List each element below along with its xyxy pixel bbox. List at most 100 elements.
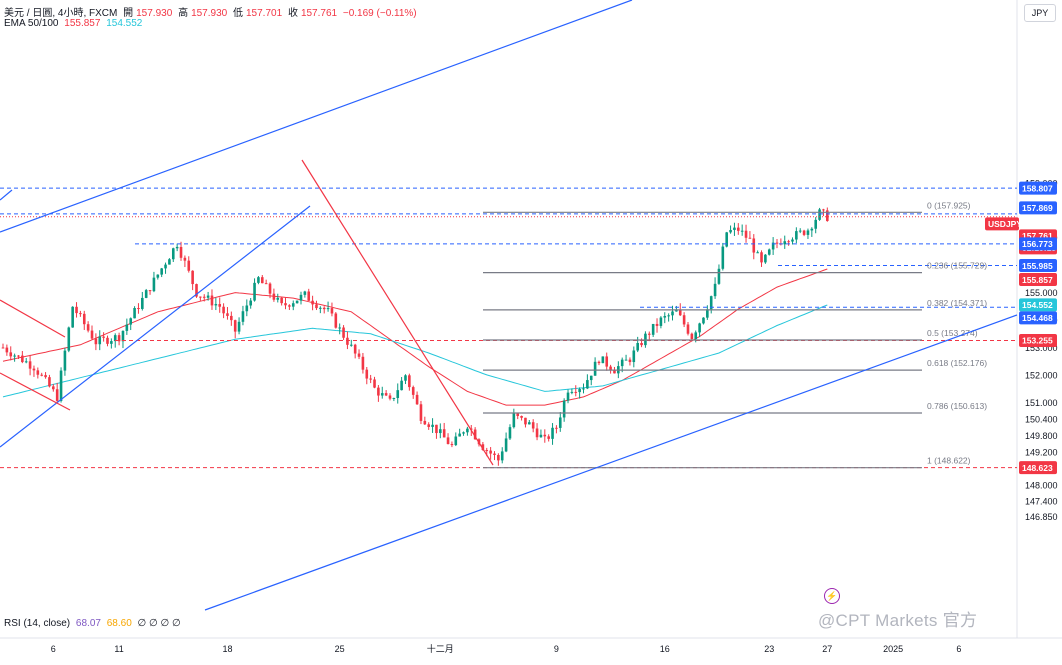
fib-level-label: 1 (148.622) <box>927 456 971 466</box>
candle-body <box>264 283 268 285</box>
candle-body <box>500 451 504 461</box>
candle-body <box>253 282 256 301</box>
candle-body <box>63 350 67 371</box>
candle-body <box>442 429 446 438</box>
candle-body <box>555 427 558 429</box>
candle-body <box>206 295 210 298</box>
candle-body <box>516 413 520 416</box>
ema-legend[interactable]: EMA 50/100 155.857 154.552 <box>4 18 145 29</box>
symbol-line[interactable]: 美元 / 日圓, 4小時, FXCM <box>4 8 118 19</box>
rsi-legend[interactable]: RSI (14, close) 68.07 68.60 ∅ ∅ ∅ ∅ <box>4 618 184 629</box>
price-tag-box[interactable] <box>1019 237 1057 251</box>
candle-body <box>694 332 698 339</box>
price-tag-box[interactable] <box>1019 273 1057 287</box>
candle-body <box>822 209 825 211</box>
candle-body <box>427 424 430 427</box>
time-tick-label: 十二月 <box>427 643 454 654</box>
candle-body <box>284 303 287 306</box>
candle-body <box>400 380 403 391</box>
price-tag-box[interactable] <box>1019 259 1057 273</box>
candle-body <box>90 330 94 339</box>
price-tag-label: 154.468 <box>1022 313 1053 323</box>
time-tick-label: 25 <box>335 644 345 654</box>
candle-body <box>75 306 78 314</box>
candle-body <box>826 210 829 221</box>
candle-body <box>504 438 508 452</box>
candle-body <box>454 436 458 446</box>
time-tick-label: 11 <box>114 644 123 654</box>
candle-body <box>818 209 821 220</box>
candle-body <box>528 422 531 425</box>
ema50-value: 155.857 <box>64 18 101 29</box>
candle-body <box>276 297 280 300</box>
candle-body <box>299 294 303 301</box>
currency-button[interactable]: JPY <box>1024 4 1056 22</box>
candle-body <box>133 308 136 319</box>
price-tag-label: 154.552 <box>1022 300 1053 310</box>
price-tag-box[interactable] <box>1019 181 1057 195</box>
candle-body <box>268 283 272 294</box>
candle-body <box>481 444 485 451</box>
price-tag-box[interactable] <box>985 217 1019 231</box>
time-tick-label: 27 <box>822 644 832 654</box>
candle-body <box>791 239 794 242</box>
candle-body <box>524 417 527 425</box>
candle-body <box>129 318 133 325</box>
candle-body <box>562 400 566 418</box>
candle-body <box>462 432 465 434</box>
candle-body <box>473 429 477 440</box>
price-tag-box[interactable] <box>1019 298 1057 312</box>
candle-body <box>682 315 686 325</box>
candle-body <box>353 344 357 354</box>
candle-body <box>384 393 388 396</box>
ema100-value: 154.552 <box>106 18 143 29</box>
lightning-icon[interactable]: ⚡ <box>824 588 840 604</box>
candle-body <box>44 375 47 378</box>
candle-body <box>5 347 9 353</box>
price-tick-label: 155.000 <box>1025 288 1058 298</box>
candle-body <box>783 241 787 245</box>
candle-body <box>771 242 775 250</box>
candle-body <box>582 388 585 390</box>
candle-body <box>601 356 605 364</box>
candle-body <box>214 304 218 306</box>
candle-body <box>218 304 222 307</box>
candle-body <box>431 424 434 427</box>
candle-body <box>597 361 601 364</box>
candle-body <box>624 359 628 361</box>
candle-body <box>315 304 318 309</box>
candle-body <box>802 230 806 235</box>
price-tag-label: 158.807 <box>1022 183 1053 193</box>
candle-body <box>330 308 334 314</box>
candle-body <box>655 323 659 326</box>
close-value: 157.761 <box>300 8 338 19</box>
price-tag-box[interactable] <box>1019 311 1057 325</box>
candle-body <box>589 375 593 381</box>
price-tag-box[interactable] <box>1019 201 1057 215</box>
candle-body <box>764 254 767 263</box>
candle-body <box>756 252 759 254</box>
time-tick-label: 2025 <box>883 644 903 654</box>
candle-body <box>678 310 682 316</box>
candle-body <box>574 391 578 393</box>
candle-body <box>709 296 713 310</box>
candle-body <box>632 350 636 363</box>
candle-body <box>21 355 24 363</box>
price-tag-box[interactable] <box>1019 461 1057 475</box>
fib-level-label: 0.5 (153.274) <box>927 328 978 338</box>
candle-body <box>686 324 690 334</box>
candle-body <box>237 321 241 332</box>
candle-body <box>651 323 655 335</box>
price-tag-box[interactable] <box>1019 334 1057 348</box>
candle-body <box>721 246 725 269</box>
candle-body <box>86 324 90 331</box>
candle-body <box>558 417 562 428</box>
candle-body <box>346 337 349 345</box>
change-value: −0.169 (−0.11%) <box>342 8 417 19</box>
candle-body <box>628 359 632 363</box>
low-label: 低 <box>233 8 243 19</box>
candle-body <box>280 297 283 304</box>
candle-body <box>249 300 252 306</box>
